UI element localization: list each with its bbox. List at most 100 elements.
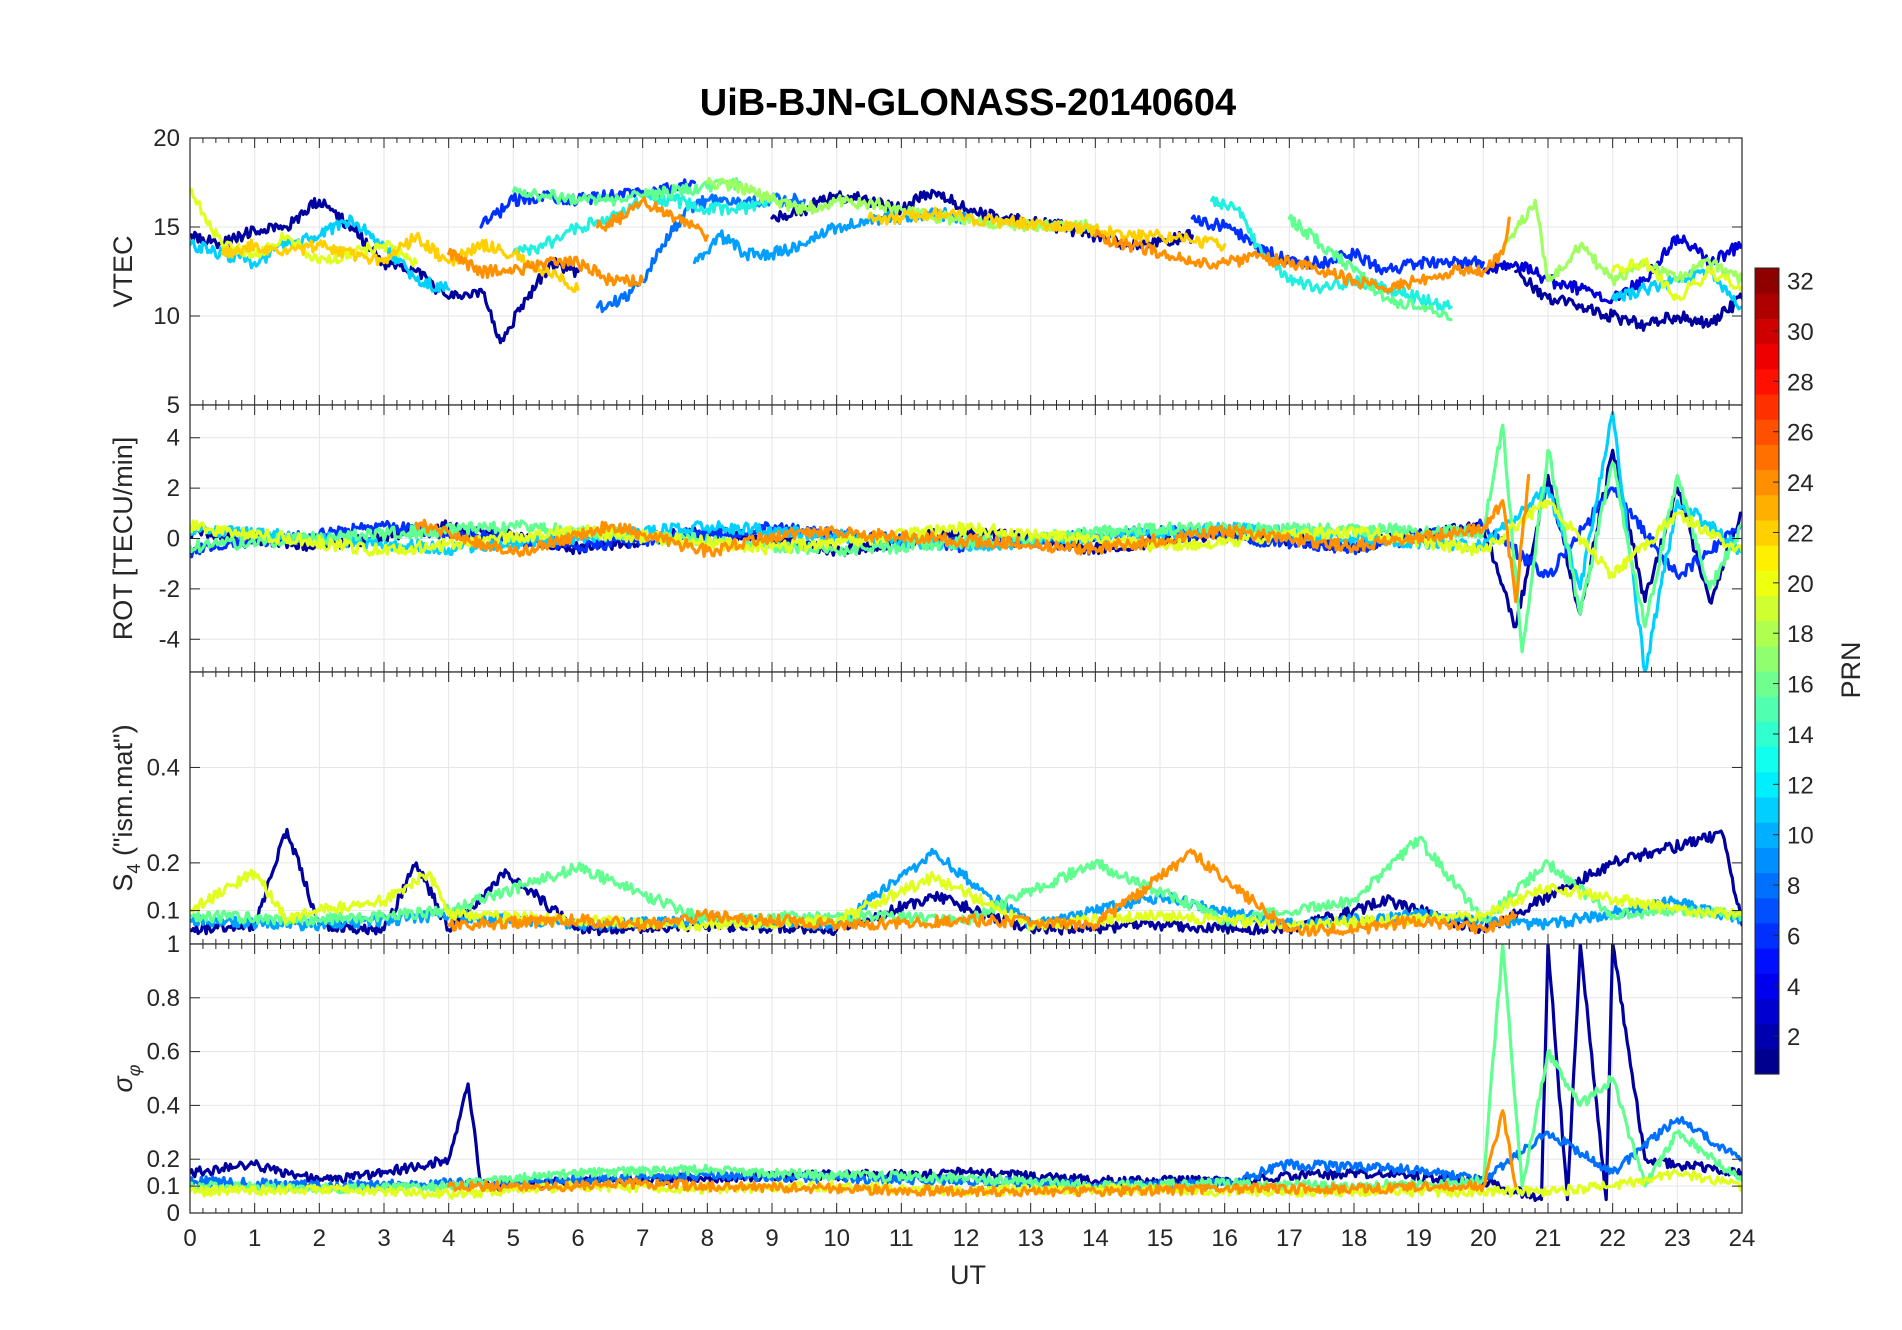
y-tick-label-vtec: 20 xyxy=(153,125,180,152)
x-tick-label: 12 xyxy=(953,1225,980,1252)
series-line-vtec-prn16 xyxy=(511,177,742,207)
y-tick-label-s4: 0.1 xyxy=(147,898,180,925)
y-tick-label-sigma-phi: 0 xyxy=(167,1200,180,1227)
y-tick-label-vtec: 5 xyxy=(167,392,180,419)
x-axis-label: UT xyxy=(950,1260,986,1290)
colorbar-tick-label: 20 xyxy=(1787,571,1814,598)
x-tick-label: 20 xyxy=(1470,1225,1497,1252)
panel-rot: -4 -2 0 2 4 ROT [TECU/min] xyxy=(108,404,1743,673)
series-group-s4 xyxy=(190,827,1742,937)
series-line-rot-prn23 xyxy=(414,473,1531,604)
y-tick-label-sigma-phi: 0.6 xyxy=(147,1039,180,1066)
series-line-sigma-phi-prn23 xyxy=(447,1109,1518,1198)
colorbar-tick-label: 26 xyxy=(1787,420,1814,447)
colorbar-bin xyxy=(1755,645,1779,672)
y-tick-label-sigma-phi: 1 xyxy=(167,931,180,958)
colorbar-tick-label: 32 xyxy=(1787,269,1814,296)
x-tick-labels: 0 1 2 3 4 5 6 7 8 9 10 11 12 13 14 15 16 17 18 19 20 21 22 23 24 xyxy=(183,1225,1755,1252)
series-line-vtec-prn21 xyxy=(220,231,580,293)
x-tick-label: 10 xyxy=(823,1225,850,1252)
x-tick-label: 16 xyxy=(1211,1225,1238,1252)
x-tick-label: 21 xyxy=(1535,1225,1562,1252)
x-tick-label: 14 xyxy=(1082,1225,1109,1252)
x-tick-label: 19 xyxy=(1405,1225,1432,1252)
colorbar-tick-label: 6 xyxy=(1787,923,1800,950)
x-tick-label: 17 xyxy=(1276,1225,1303,1252)
x-tick-label: 8 xyxy=(701,1225,714,1252)
x-tick-label: 24 xyxy=(1729,1225,1756,1252)
y-tick-label-rot: 4 xyxy=(167,425,180,452)
y-tick-label-vtec: 15 xyxy=(153,214,180,241)
colorbar-tick-label: 16 xyxy=(1787,672,1814,699)
y-tick-label-s4: 0.2 xyxy=(147,850,180,877)
x-tick-label: 1 xyxy=(248,1225,261,1252)
y-axis-label-s4: S4 ("ism.mat") xyxy=(108,724,144,891)
series-line-vtec-prn18 xyxy=(705,176,1097,235)
series-line-vtec-prn12 xyxy=(190,214,451,294)
x-tick-label: 15 xyxy=(1147,1225,1174,1252)
x-tick-label: 7 xyxy=(636,1225,649,1252)
panel-s4: 0.1 0.2 0.4S4 ("ism.mat") xyxy=(108,671,1743,945)
panel-vtec: 5 10 15 20 VTEC xyxy=(108,125,1743,419)
colorbar-tick-label: 12 xyxy=(1787,772,1814,799)
series-line-vtec-prn18 xyxy=(1501,198,1742,287)
x-tick-label: 13 xyxy=(1017,1225,1044,1252)
colorbar-bin xyxy=(1755,393,1779,420)
series-line-s4-prn20 xyxy=(190,868,1742,932)
x-tick-label: 6 xyxy=(571,1225,584,1252)
series-line-rot-prn20 xyxy=(190,499,1742,580)
colorbar-tick-label: 18 xyxy=(1787,621,1814,648)
chart-title: UiB-BJN-GLONASS-20140604 xyxy=(700,82,1236,124)
x-tick-label: 11 xyxy=(889,1225,914,1252)
colorbar-tick-label: 2 xyxy=(1787,1024,1800,1051)
colorbar-bin xyxy=(1755,746,1779,773)
x-ticks-rot xyxy=(189,405,1743,672)
colorbar-bin xyxy=(1755,796,1779,823)
panel-sigma-phi: 00.10.2 0.4 0.6 0.8 1 σφ xyxy=(108,931,1743,1227)
colorbar-tick-label: 8 xyxy=(1787,873,1800,900)
colorbar-bin xyxy=(1755,1048,1779,1075)
series-line-s4-prn23 xyxy=(447,848,1518,937)
y-tick-label-rot: 2 xyxy=(167,475,180,502)
x-tick-label: 5 xyxy=(507,1225,520,1252)
y-tick-label-rot: 0 xyxy=(167,526,180,553)
series-line-vtec-prn14 xyxy=(1210,195,1453,311)
series-line-vtec-prn2 xyxy=(1514,267,1742,332)
series-line-vtec-prn23 xyxy=(1093,216,1511,294)
series-group-sigma-phi xyxy=(190,944,1742,1202)
y-tick-label-sigma-phi: 0.1 xyxy=(147,1173,180,1200)
x-ticks-sigma-phi xyxy=(189,944,1743,1213)
x-tick-label: 3 xyxy=(377,1225,390,1252)
y-tick-label-sigma-phi: 0.8 xyxy=(147,985,180,1012)
colorbar-bin xyxy=(1755,847,1779,874)
colorbar-bin xyxy=(1755,494,1779,521)
colorbar-bin xyxy=(1755,948,1779,974)
x-tick-label: 0 xyxy=(183,1225,196,1252)
y-axis-label-sigma-phi: σφ xyxy=(108,1064,144,1092)
colorbar-bin xyxy=(1755,595,1779,622)
y-tick-label-s4: 0.4 xyxy=(147,754,180,781)
series-group-vtec xyxy=(190,176,1742,345)
colorbar-bin xyxy=(1755,293,1779,319)
colorbar-bin xyxy=(1755,998,1779,1025)
series-line-vtec-prn23 xyxy=(447,247,645,288)
x-tick-label: 18 xyxy=(1341,1225,1368,1252)
x-tick-label: 4 xyxy=(442,1225,455,1252)
colorbar-bin xyxy=(1755,444,1779,471)
y-axis-label-rot: ROT [TECU/min] xyxy=(108,437,138,641)
colorbar-tick-label: 24 xyxy=(1787,470,1814,497)
y-tick-label-vtec: 10 xyxy=(153,303,180,330)
x-tick-label: 9 xyxy=(765,1225,778,1252)
colorbar-tick-label: 28 xyxy=(1787,369,1814,396)
x-tick-label: 22 xyxy=(1599,1225,1626,1252)
colorbar-bin xyxy=(1755,897,1779,924)
x-tick-label: 2 xyxy=(313,1225,326,1252)
colorbar-bin xyxy=(1755,343,1779,370)
colorbar-tick-label: 10 xyxy=(1787,823,1814,850)
y-tick-label-rot: -4 xyxy=(159,626,180,653)
colorbar-tick-label: 22 xyxy=(1787,520,1814,547)
series-group-rot xyxy=(190,411,1742,672)
